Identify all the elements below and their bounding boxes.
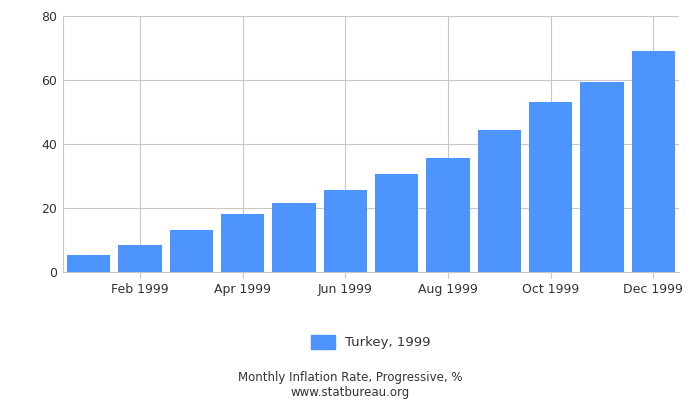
Bar: [631, 51, 675, 272]
Bar: [221, 214, 265, 272]
Bar: [118, 245, 162, 272]
Bar: [375, 174, 419, 272]
Text: www.statbureau.org: www.statbureau.org: [290, 386, 410, 399]
Bar: [477, 130, 521, 272]
Bar: [528, 102, 573, 272]
Bar: [272, 203, 316, 272]
Bar: [323, 190, 367, 272]
Bar: [426, 158, 470, 272]
Bar: [580, 82, 624, 272]
Text: Monthly Inflation Rate, Progressive, %: Monthly Inflation Rate, Progressive, %: [238, 372, 462, 384]
Legend: Turkey, 1999: Turkey, 1999: [306, 330, 436, 354]
Bar: [169, 230, 213, 272]
Bar: [66, 255, 111, 272]
